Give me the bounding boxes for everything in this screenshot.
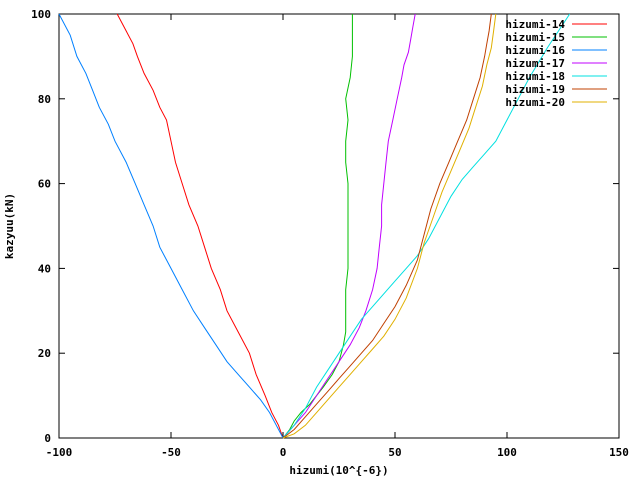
series-line-hizumi-14: [116, 13, 284, 439]
series-line-hizumi-18: [282, 13, 571, 439]
legend: hizumi-14hizumi-15hizumi-16hizumi-17hizu…: [505, 18, 607, 109]
y-tick-label: 0: [44, 432, 51, 445]
series-line-hizumi-16: [58, 13, 284, 439]
legend-label: hizumi-16: [505, 44, 565, 57]
legend-label: hizumi-17: [505, 57, 565, 70]
legend-label: hizumi-14: [505, 18, 565, 31]
y-tick-label: 20: [38, 347, 51, 360]
y-tick-label: 40: [38, 262, 51, 275]
x-tick-label: 0: [280, 446, 287, 459]
series-line-hizumi-19: [282, 13, 492, 439]
x-tick-label: -50: [161, 446, 181, 459]
x-tick-label: -100: [46, 446, 73, 459]
x-tick-label: 150: [609, 446, 629, 459]
series-line-hizumi-15: [282, 14, 353, 439]
x-tick-label: 50: [388, 446, 401, 459]
axis-ticks: -100 -50 0 50 100 150 0 20 40 60 80 100: [31, 8, 629, 459]
y-tick-label: 80: [38, 93, 51, 106]
series-lines: [58, 13, 571, 439]
series-line-hizumi-17: [282, 13, 416, 439]
plot-frame: [58, 13, 620, 439]
y-tick-label: 100: [31, 8, 51, 21]
y-axis-label: kazyuu(kN): [3, 193, 16, 259]
legend-label: hizumi-20: [505, 96, 565, 109]
x-tick-label: 100: [497, 446, 517, 459]
legend-label: hizumi-18: [505, 70, 565, 83]
legend-label: hizumi-15: [505, 31, 565, 44]
y-tick-label: 60: [38, 178, 51, 191]
x-axis-label: hizumi(10^{-6}): [289, 464, 388, 477]
series-line-hizumi-20: [282, 13, 497, 439]
legend-label: hizumi-19: [505, 83, 565, 96]
